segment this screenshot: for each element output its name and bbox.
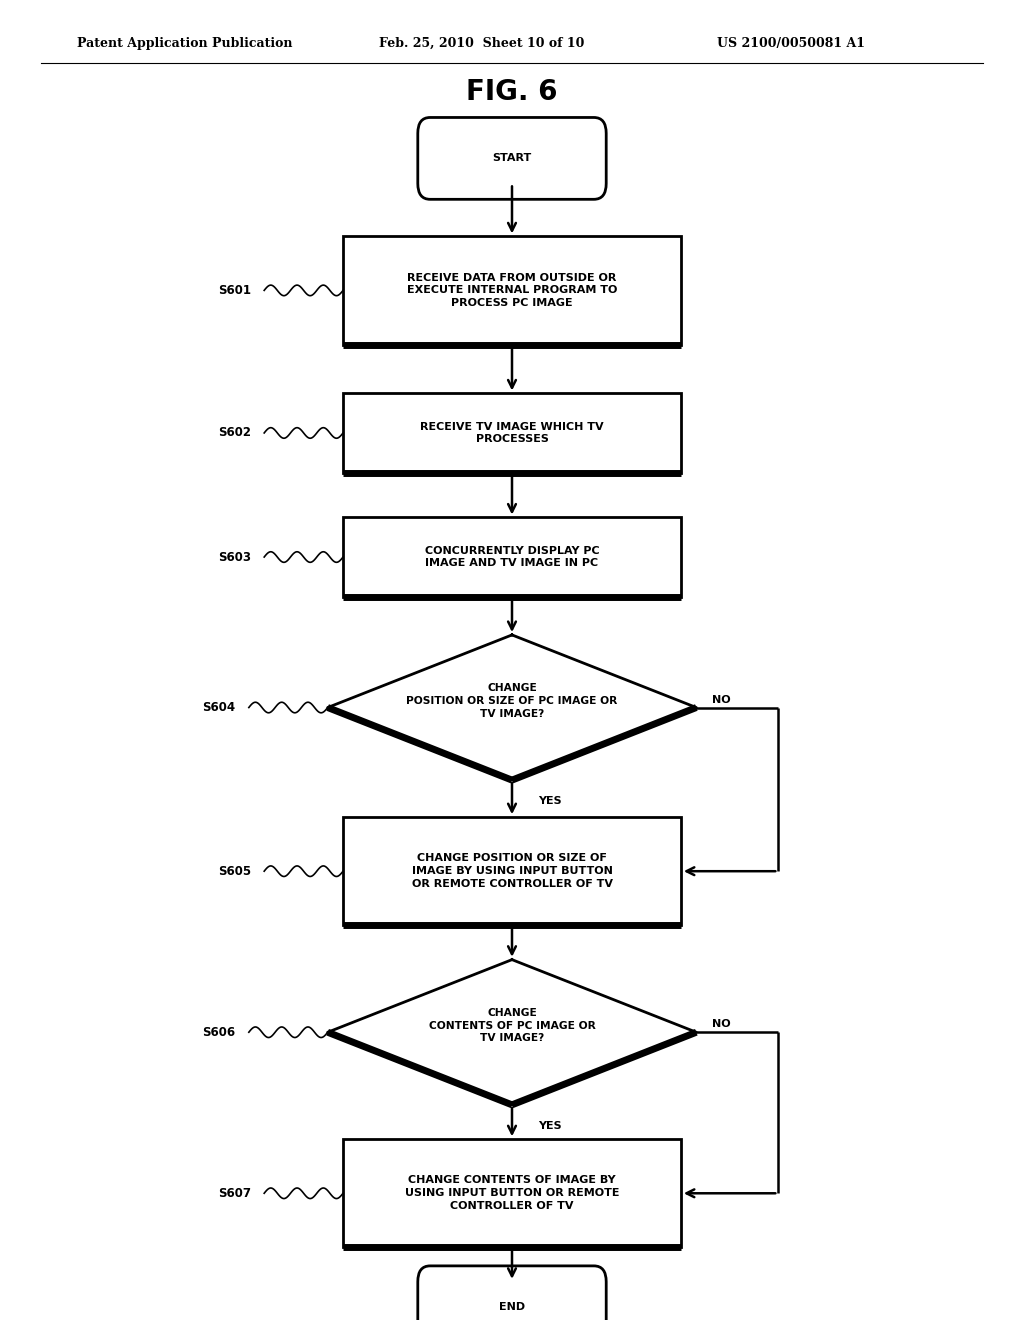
Bar [343,817,681,925]
FancyBboxPatch shape [418,117,606,199]
FancyBboxPatch shape [418,1266,606,1320]
Bar [343,517,681,597]
Text: S606: S606 [203,1026,236,1039]
Text: Patent Application Publication: Patent Application Publication [77,37,292,50]
Text: S601: S601 [218,284,251,297]
Text: NO: NO [712,1019,730,1030]
Text: CHANGE
POSITION OR SIZE OF PC IMAGE OR
TV IMAGE?: CHANGE POSITION OR SIZE OF PC IMAGE OR T… [407,684,617,718]
Text: CHANGE CONTENTS OF IMAGE BY
USING INPUT BUTTON OR REMOTE
CONTROLLER OF TV: CHANGE CONTENTS OF IMAGE BY USING INPUT … [404,1176,620,1210]
Text: RECEIVE DATA FROM OUTSIDE OR
EXECUTE INTERNAL PROGRAM TO
PROCESS PC IMAGE: RECEIVE DATA FROM OUTSIDE OR EXECUTE INT… [407,273,617,308]
Text: Feb. 25, 2010  Sheet 10 of 10: Feb. 25, 2010 Sheet 10 of 10 [379,37,585,50]
Text: END: END [499,1302,525,1312]
Text: S603: S603 [218,550,251,564]
Text: CONCURRENTLY DISPLAY PC
IMAGE AND TV IMAGE IN PC: CONCURRENTLY DISPLAY PC IMAGE AND TV IMA… [425,545,599,569]
Text: FIG. 6: FIG. 6 [466,78,558,107]
Text: YES: YES [538,1121,561,1131]
Bar [343,393,681,473]
Text: S605: S605 [218,865,251,878]
Text: S602: S602 [218,426,251,440]
Text: CHANGE
CONTENTS OF PC IMAGE OR
TV IMAGE?: CHANGE CONTENTS OF PC IMAGE OR TV IMAGE? [429,1008,595,1043]
Text: S607: S607 [218,1187,251,1200]
Text: NO: NO [712,694,730,705]
Text: US 2100/0050081 A1: US 2100/0050081 A1 [717,37,865,50]
Bar [343,1139,681,1247]
Text: RECEIVE TV IMAGE WHICH TV
PROCESSES: RECEIVE TV IMAGE WHICH TV PROCESSES [420,421,604,445]
Text: START: START [493,153,531,164]
Text: CHANGE POSITION OR SIZE OF
IMAGE BY USING INPUT BUTTON
OR REMOTE CONTROLLER OF T: CHANGE POSITION OR SIZE OF IMAGE BY USIN… [412,854,612,888]
Text: YES: YES [538,796,561,807]
Bar [343,236,681,345]
Text: S604: S604 [203,701,236,714]
